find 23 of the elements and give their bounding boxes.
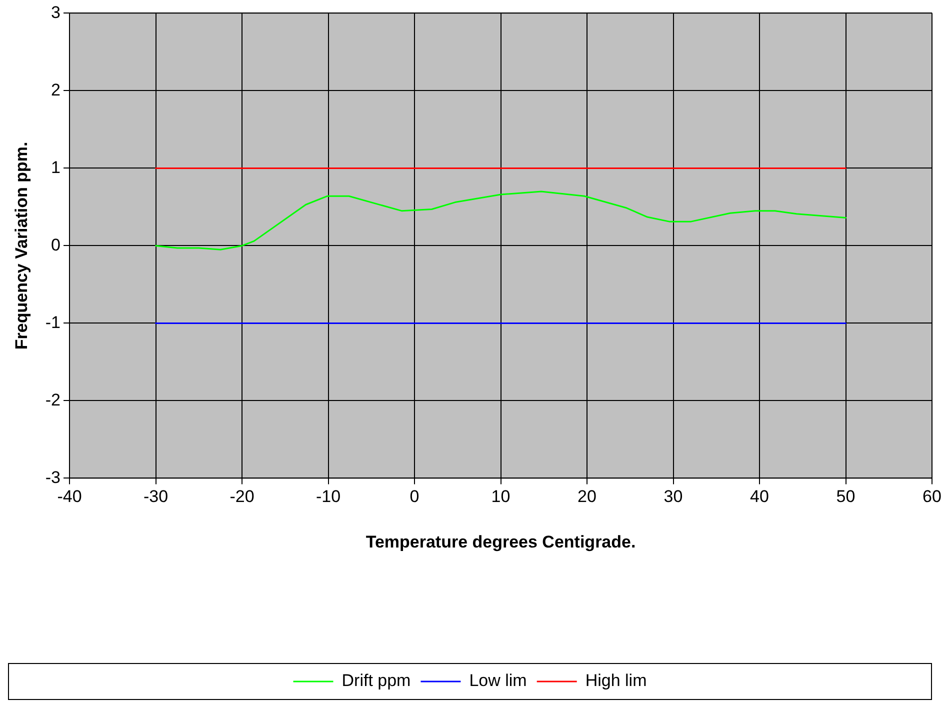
x-tick-label: -20 bbox=[230, 487, 254, 506]
x-axis-title: Temperature degrees Centigrade. bbox=[366, 532, 636, 552]
y-tick-label: 0 bbox=[51, 235, 61, 254]
y-tick-label: -2 bbox=[45, 390, 61, 410]
y-tick-label: 3 bbox=[51, 2, 61, 22]
x-tick-label: 60 bbox=[922, 487, 942, 506]
x-tick-label: 30 bbox=[664, 487, 683, 506]
legend-label: Drift ppm bbox=[342, 671, 411, 690]
x-tick-label: 10 bbox=[491, 487, 510, 506]
y-axis-title: Frequency Variation ppm. bbox=[12, 142, 31, 350]
x-tick-label: 40 bbox=[750, 487, 769, 506]
x-tick-label: 50 bbox=[836, 487, 856, 506]
y-tick-label: 1 bbox=[51, 158, 61, 177]
x-tick-label: 0 bbox=[410, 487, 420, 506]
x-tick-label: -30 bbox=[143, 487, 168, 506]
legend-label: Low lim bbox=[469, 671, 527, 690]
y-tick-label: 2 bbox=[51, 80, 61, 100]
x-tick-label: -10 bbox=[316, 487, 341, 506]
y-tick-label: -3 bbox=[45, 468, 61, 487]
legend-label: High lim bbox=[585, 671, 647, 690]
y-tick-label: -1 bbox=[45, 312, 61, 332]
x-tick-label: -40 bbox=[57, 487, 82, 506]
x-tick-label: 20 bbox=[578, 487, 596, 506]
